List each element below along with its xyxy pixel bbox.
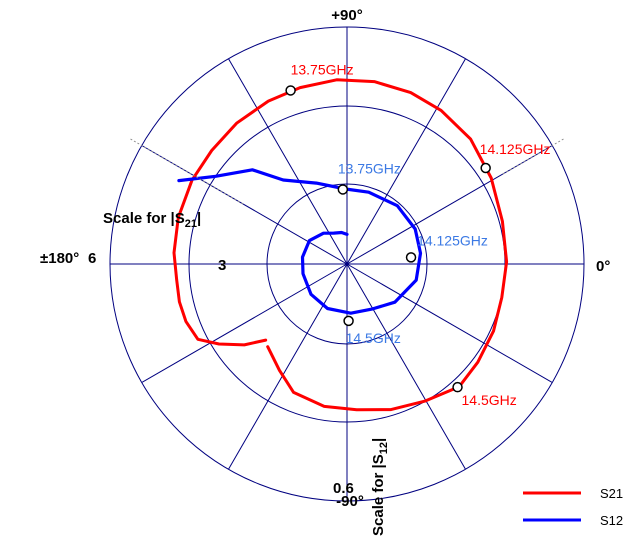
grid-spoke-240 [228, 263, 348, 470]
series-s21-curve [172, 78, 509, 412]
grid-spoke-60 [346, 58, 466, 265]
angle-label-top: +90° [331, 7, 362, 24]
grid-spoke-210 [141, 263, 348, 383]
marker-s12-3 [343, 315, 354, 327]
marker-s12-2 [405, 252, 417, 263]
grid-spoke-330 [346, 263, 553, 383]
marker-label-s21-1: 13.75GHz [291, 61, 354, 77]
marker-layer: 13.75GHz 14.125GHz 14.5GHz 13.75GHz 14.125GH… [130, 61, 564, 408]
s21-scale-axis-label: Scale for |S21| [103, 210, 201, 230]
series-s12-curve [177, 168, 423, 315]
marker-label-s12-3: 14.5GHz [346, 330, 401, 346]
polar-grid [109, 26, 585, 502]
marker-s12-1 [337, 184, 349, 195]
grid-spoke-120 [228, 58, 348, 265]
marker-label-s12-2: 14.125GHz [417, 232, 488, 248]
s21-scale-outer-value: 6 [88, 250, 96, 267]
legend: S21 S12 [523, 486, 623, 528]
legend-label-s21: S21 [600, 486, 623, 501]
series-layer [172, 78, 509, 412]
marker-s21-3 [452, 381, 463, 393]
angle-label-right: 0° [596, 258, 610, 275]
s12-scale-axis-label: Scale for |S12| [370, 438, 390, 536]
legend-label-s12: S12 [600, 513, 623, 528]
marker-label-s21-2: 14.125GHz [480, 141, 551, 157]
angle-label-bottom: -90° [336, 493, 364, 510]
angle-label-left: ±180° [40, 250, 79, 267]
grid-spoke-300 [346, 263, 466, 470]
s12-scale-outer-value: 0.6 [333, 480, 354, 497]
marker-s21-2 [480, 162, 491, 174]
marker-label-s21-3: 14.5GHz [462, 392, 517, 408]
s21-scale-mid-value: 3 [218, 257, 226, 274]
marker-s21-1 [285, 85, 296, 96]
marker-label-s12-1: 13.75GHz [338, 160, 401, 176]
guide-line-150 [130, 138, 244, 205]
